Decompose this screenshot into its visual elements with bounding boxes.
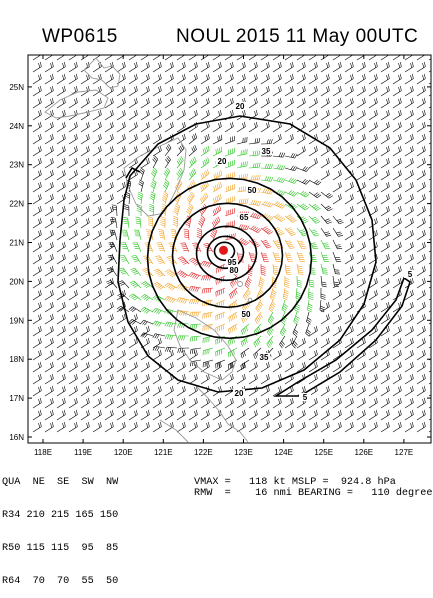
contour-label: 20 bbox=[235, 389, 244, 398]
contour-label: 5 bbox=[303, 393, 308, 402]
r34-se: 215 bbox=[51, 510, 69, 521]
r50-label: R50 bbox=[2, 543, 20, 554]
r64-ne: 70 bbox=[33, 576, 45, 587]
latitude-labels: 25N 24N 23N 22N 21N 20N 19N 18N 17N 16N bbox=[9, 83, 24, 442]
contour-label: 50 bbox=[248, 186, 257, 195]
vmax-value: 118 bbox=[249, 477, 267, 488]
mslp-value: 924.8 bbox=[341, 477, 372, 488]
wind-radii-header-row: QUA NE SE SW NW bbox=[2, 477, 118, 488]
vmax-label: VMAX bbox=[194, 477, 218, 488]
lat-label: 16N bbox=[9, 433, 24, 442]
bearing-value: 110 bbox=[371, 488, 389, 499]
contour-label: 95 bbox=[228, 258, 237, 267]
r50-nw: 85 bbox=[106, 543, 118, 554]
lon-label: 125E bbox=[314, 448, 333, 457]
r64-row: R64 70 70 55 50 bbox=[2, 576, 118, 587]
bearing-label: BEARING bbox=[298, 488, 341, 499]
r50-sw: 95 bbox=[82, 543, 94, 554]
lon-label: 121E bbox=[154, 448, 173, 457]
quadrant-label: QUA bbox=[2, 477, 20, 488]
contour-label: 5 bbox=[408, 270, 413, 279]
contour-label: 50 bbox=[242, 310, 251, 319]
lat-label: 19N bbox=[9, 316, 24, 325]
contour-label: 20 bbox=[236, 102, 245, 111]
contour-label: 20 bbox=[218, 157, 227, 166]
rmw-unit: nmi bbox=[274, 488, 292, 499]
r34-ne: 210 bbox=[26, 510, 44, 521]
nw-header: NW bbox=[106, 477, 118, 488]
r50-row: R50 115 115 95 85 bbox=[2, 543, 118, 554]
r50-ne: 115 bbox=[26, 543, 44, 554]
storm-center-marker bbox=[219, 246, 228, 255]
lon-label: 122E bbox=[194, 448, 213, 457]
bearing-unit: degrees bbox=[396, 488, 433, 499]
lat-label: 25N bbox=[9, 83, 24, 92]
mslp-label: MSLP bbox=[292, 477, 316, 488]
intensity-line-1: VMAX = 118 kt MSLP = 924.8 hPa bbox=[194, 477, 396, 488]
lat-label: 17N bbox=[9, 394, 24, 403]
r34-row: R34 210 215 165 150 bbox=[2, 510, 118, 521]
lat-label: 23N bbox=[9, 161, 24, 170]
rmw-label: RMW bbox=[194, 488, 212, 499]
r64-nw: 50 bbox=[106, 576, 118, 587]
r34-nw: 150 bbox=[100, 510, 118, 521]
lon-label: 126E bbox=[354, 448, 373, 457]
intensity-line-2: RMW = 16 nmi BEARING = 110 degrees bbox=[194, 488, 433, 499]
r64-sw: 55 bbox=[82, 576, 94, 587]
contour-label: 35 bbox=[260, 353, 269, 362]
sw-header: SW bbox=[82, 477, 94, 488]
rmw-value: 16 bbox=[255, 488, 267, 499]
r34-sw: 165 bbox=[75, 510, 93, 521]
vmax-unit: kt bbox=[274, 477, 286, 488]
lon-label: 127E bbox=[395, 448, 414, 457]
lat-label: 21N bbox=[9, 239, 24, 248]
r50-se: 115 bbox=[51, 543, 69, 554]
contour-label: 80 bbox=[230, 266, 239, 275]
contour-label: 65 bbox=[240, 213, 249, 222]
r64-se: 70 bbox=[57, 576, 69, 587]
r34-label: R34 bbox=[2, 510, 20, 521]
lon-label: 124E bbox=[274, 448, 293, 457]
contour-label: 35 bbox=[262, 147, 271, 156]
lon-label: 123E bbox=[234, 448, 253, 457]
lat-label: 22N bbox=[9, 200, 24, 209]
mslp-unit: hPa bbox=[378, 477, 396, 488]
ne-header: NE bbox=[33, 477, 45, 488]
lat-label: 20N bbox=[9, 277, 24, 286]
r64-label: R64 bbox=[2, 576, 20, 587]
lat-label: 24N bbox=[9, 122, 24, 131]
wind-radii-table: QUA NE SE SW NW R34 210 215 165 150 R50 … bbox=[2, 455, 118, 598]
se-header: SE bbox=[57, 477, 69, 488]
lat-label: 18N bbox=[9, 355, 24, 364]
